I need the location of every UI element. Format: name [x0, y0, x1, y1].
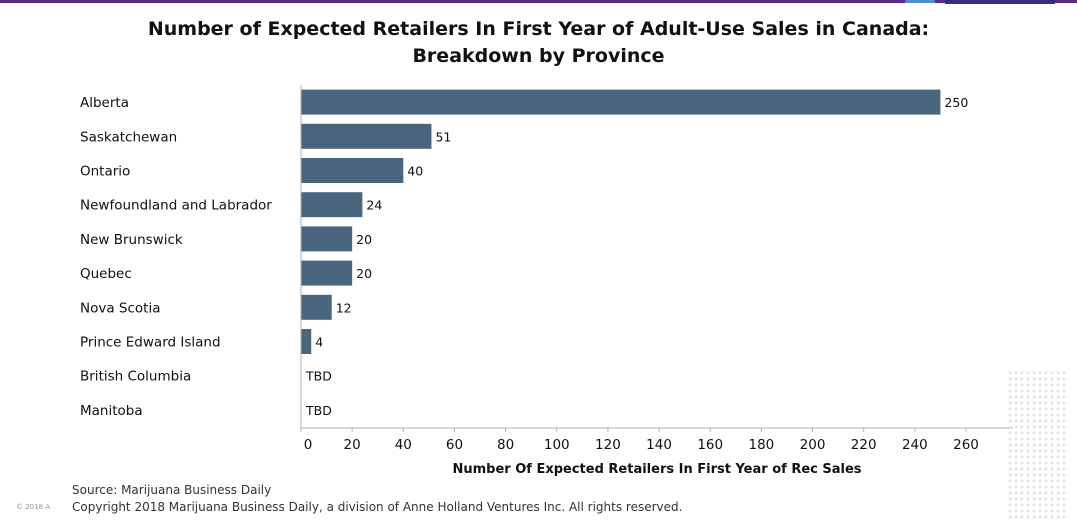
category-label: Quebec — [80, 266, 132, 282]
value-label: 250 — [944, 95, 968, 110]
value-label: TBD — [305, 369, 332, 384]
logo-fragment — [905, 0, 1055, 4]
footer-source: Source: Marijuana Business Daily — [72, 483, 272, 497]
x-tick-label: 20 — [344, 437, 361, 453]
bar — [301, 260, 353, 286]
x-tick-label: 160 — [697, 437, 723, 453]
category-label: New Brunswick — [80, 232, 183, 248]
value-label: 12 — [336, 300, 352, 315]
value-label: 24 — [366, 198, 382, 213]
x-tick-label: 40 — [395, 437, 412, 453]
value-label: TBD — [305, 403, 332, 418]
bar — [301, 226, 353, 252]
chart-title-line1: Number of Expected Retailers In First Ye… — [147, 18, 930, 40]
x-tick-label: 260 — [953, 437, 979, 453]
x-tick-label: 240 — [902, 437, 928, 453]
bar — [301, 329, 312, 354]
x-tick-label: 180 — [748, 437, 774, 453]
top-accent-strip — [0, 0, 1077, 3]
x-tick-label: 60 — [446, 437, 463, 453]
value-label: 4 — [315, 335, 323, 350]
bar — [301, 158, 404, 183]
x-tick-label: 100 — [544, 437, 570, 453]
footer-copyright: Copyright 2018 Marijuana Business Daily,… — [72, 500, 683, 514]
category-label: Prince Edward Island — [80, 335, 221, 351]
bar — [301, 123, 432, 149]
chart-title-line2: Breakdown by Province — [412, 45, 665, 67]
x-tick-label: 0 — [304, 437, 313, 453]
category-label: British Columbia — [80, 369, 191, 385]
value-label: 51 — [435, 129, 451, 144]
value-label: 20 — [356, 232, 372, 247]
x-axis-label: Number Of Expected Retailers In First Ye… — [452, 462, 861, 477]
footer-small-mark: © 2018 A — [16, 503, 51, 511]
bar — [301, 89, 941, 115]
category-label: Newfoundland and Labrador — [80, 198, 272, 214]
x-tick-label: 200 — [800, 437, 826, 453]
bar — [301, 192, 363, 218]
category-label: Nova Scotia — [80, 300, 160, 316]
x-tick-label: 80 — [497, 437, 514, 453]
bar — [301, 294, 332, 320]
category-label: Saskatchewan — [80, 129, 177, 145]
value-label: 40 — [407, 164, 423, 179]
value-label: 20 — [356, 266, 372, 281]
decorative-dots — [1007, 370, 1067, 520]
x-tick-label: 140 — [646, 437, 672, 453]
category-label: Manitoba — [80, 403, 143, 419]
category-label: Ontario — [80, 164, 130, 180]
x-tick-label: 220 — [851, 437, 877, 453]
x-tick-label: 120 — [595, 437, 621, 453]
chart-title: Number of Expected Retailers In First Ye… — [0, 16, 1077, 70]
category-label: Alberta — [80, 95, 129, 111]
